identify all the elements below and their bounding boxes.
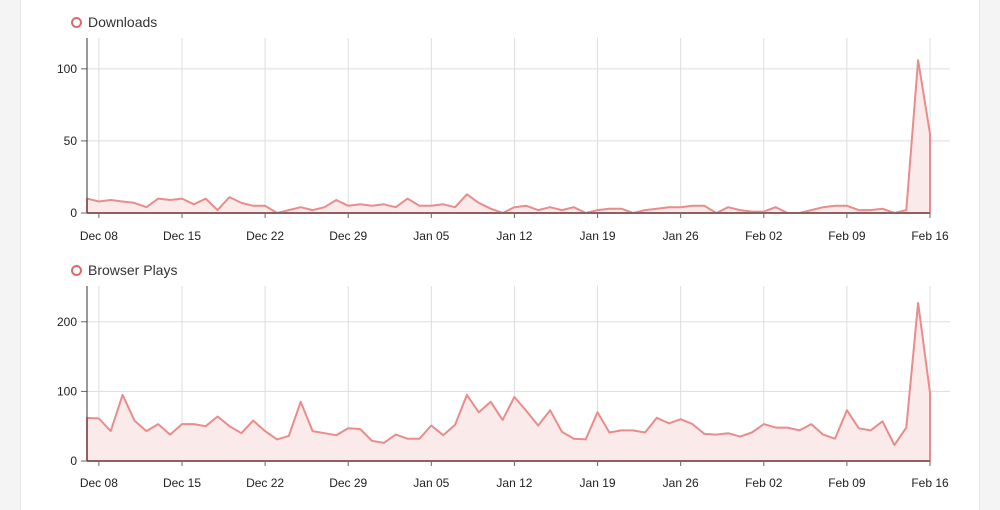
legend-marker-icon xyxy=(71,16,82,28)
x-tick-label: Dec 08 xyxy=(80,229,118,243)
y-tick-label: 0 xyxy=(70,454,77,468)
x-tick-label: Dec 08 xyxy=(80,476,118,490)
x-tick-label: Feb 09 xyxy=(828,476,866,490)
dashboard-card: Downloads Dec 08 Dec 15 Dec 22 Dec 29 Jan 05… xyxy=(20,0,980,510)
browser-plays-chart-panel: Browser Plays Dec 08 Dec 15 Dec 22 Dec 29 Ja… xyxy=(21,247,981,494)
x-tick-label: Feb 16 xyxy=(911,229,949,243)
x-tick-label: Jan 12 xyxy=(496,229,532,243)
y-tick-label: 100 xyxy=(57,62,77,76)
legend-marker-icon xyxy=(71,264,82,276)
series-area xyxy=(87,303,930,461)
x-tick-label: Jan 19 xyxy=(580,229,616,243)
x-tick-label: Jan 26 xyxy=(663,476,699,490)
x-tick-label: Jan 12 xyxy=(496,476,532,490)
x-tick-label: Feb 09 xyxy=(828,229,866,243)
downloads-chart-panel: Downloads Dec 08 Dec 15 Dec 22 Dec 29 Jan 05… xyxy=(21,0,981,247)
x-tick-label: Dec 15 xyxy=(163,476,201,490)
x-tick-label: Feb 16 xyxy=(911,476,949,490)
x-tick-label: Jan 05 xyxy=(413,476,449,490)
series-line xyxy=(86,302,931,461)
x-tick-label: Dec 22 xyxy=(246,229,284,243)
x-tick-label: Jan 05 xyxy=(413,229,449,243)
browser-plays-chart: Dec 08 Dec 15 Dec 22 Dec 29 Jan 05 Jan 12 Jan … xyxy=(57,286,950,490)
x-tick-label: Feb 02 xyxy=(745,229,783,243)
x-tick-label: Jan 26 xyxy=(663,229,699,243)
series-area xyxy=(87,60,930,214)
x-tick-label: Dec 29 xyxy=(329,476,367,490)
series-line xyxy=(86,59,931,214)
x-tick-label: Jan 19 xyxy=(580,476,616,490)
downloads-legend-label: Downloads xyxy=(88,14,158,30)
downloads-legend[interactable]: Downloads xyxy=(71,14,157,30)
browser-plays-legend-label: Browser Plays xyxy=(88,262,178,278)
y-tick-label: 50 xyxy=(64,134,78,148)
x-tick-label: Dec 22 xyxy=(246,476,284,490)
x-tick-label: Feb 02 xyxy=(745,476,783,490)
y-tick-label: 200 xyxy=(57,315,77,329)
y-tick-label: 100 xyxy=(57,384,77,398)
y-tick-label: 0 xyxy=(70,206,77,220)
downloads-chart: Dec 08 Dec 15 Dec 22 Dec 29 Jan 05 Jan 12 Jan … xyxy=(57,38,950,243)
x-tick-label: Dec 15 xyxy=(163,229,201,243)
x-tick-label: Dec 29 xyxy=(329,229,367,243)
browser-plays-legend[interactable]: Browser Plays xyxy=(71,262,177,278)
